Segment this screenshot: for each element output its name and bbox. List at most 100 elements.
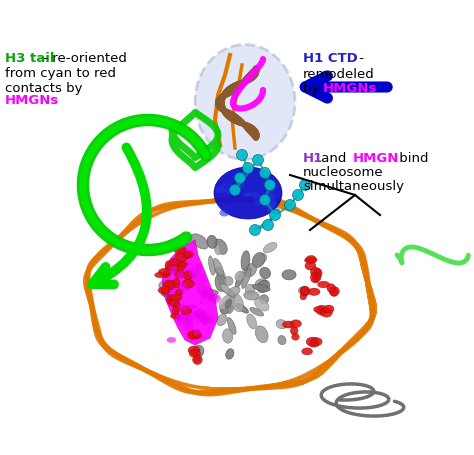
Ellipse shape [243,162,254,173]
Ellipse shape [175,253,188,261]
Ellipse shape [191,234,209,249]
Ellipse shape [173,278,180,288]
Ellipse shape [219,283,236,298]
Ellipse shape [171,313,180,318]
Ellipse shape [309,342,319,347]
Ellipse shape [255,326,268,343]
Ellipse shape [306,256,317,263]
Ellipse shape [221,293,234,311]
Ellipse shape [209,256,215,275]
Ellipse shape [225,188,233,194]
Text: H3 tail: H3 tail [5,52,55,65]
Ellipse shape [214,239,227,254]
Text: simultaneously: simultaneously [303,180,404,193]
Ellipse shape [192,330,201,338]
Ellipse shape [316,305,328,315]
Ellipse shape [308,288,320,295]
Ellipse shape [310,273,317,283]
Ellipse shape [228,318,236,334]
Ellipse shape [161,288,176,297]
Ellipse shape [186,304,197,309]
Ellipse shape [184,313,192,324]
Ellipse shape [264,180,275,191]
Ellipse shape [239,182,245,189]
Ellipse shape [155,272,166,278]
Ellipse shape [219,293,235,310]
Text: H1 CTD: H1 CTD [303,52,358,65]
Ellipse shape [215,267,223,276]
Ellipse shape [283,321,294,328]
Ellipse shape [173,302,181,312]
Ellipse shape [195,45,295,160]
Ellipse shape [222,183,232,187]
Ellipse shape [179,283,188,292]
Ellipse shape [301,287,310,296]
Ellipse shape [200,317,214,324]
Ellipse shape [177,271,184,279]
Ellipse shape [174,270,184,278]
Text: HMGNs: HMGNs [5,94,59,107]
Ellipse shape [184,322,193,331]
Ellipse shape [225,299,231,308]
Text: HMGN: HMGN [353,152,400,165]
Text: and: and [317,152,351,165]
Ellipse shape [253,195,263,199]
Ellipse shape [173,306,179,314]
Ellipse shape [244,263,256,277]
Ellipse shape [215,274,226,292]
Ellipse shape [171,283,191,294]
Ellipse shape [270,209,281,221]
Ellipse shape [278,336,286,344]
Ellipse shape [292,334,299,340]
Ellipse shape [245,192,252,197]
Ellipse shape [158,268,171,275]
Ellipse shape [235,271,244,281]
Ellipse shape [253,253,265,268]
Ellipse shape [259,167,271,178]
Text: HMGNs: HMGNs [323,82,377,95]
Ellipse shape [230,185,237,190]
Ellipse shape [310,268,321,277]
Ellipse shape [165,261,171,271]
Ellipse shape [267,203,275,209]
Ellipse shape [312,273,321,282]
Ellipse shape [221,284,230,293]
Ellipse shape [193,329,201,335]
Ellipse shape [226,349,234,359]
Ellipse shape [269,187,274,192]
Ellipse shape [302,348,312,355]
Ellipse shape [241,251,250,271]
Ellipse shape [209,293,221,303]
Ellipse shape [184,262,192,269]
Ellipse shape [284,199,295,211]
Ellipse shape [244,291,259,300]
Ellipse shape [169,297,180,307]
Ellipse shape [329,287,339,296]
Ellipse shape [207,235,217,248]
Ellipse shape [235,172,246,183]
Ellipse shape [191,314,212,323]
Ellipse shape [208,294,218,301]
Ellipse shape [173,246,186,253]
Ellipse shape [201,317,209,326]
Ellipse shape [180,263,193,282]
Ellipse shape [178,261,185,270]
Ellipse shape [299,287,308,295]
Ellipse shape [176,313,184,322]
Ellipse shape [253,253,266,266]
Ellipse shape [253,284,270,291]
Ellipse shape [276,319,287,329]
Ellipse shape [300,286,310,295]
Ellipse shape [224,277,233,285]
Polygon shape [162,240,218,345]
Ellipse shape [181,306,191,315]
Text: H1: H1 [303,152,323,165]
Ellipse shape [213,258,223,276]
Ellipse shape [330,288,337,297]
Ellipse shape [229,184,240,196]
Ellipse shape [232,175,237,179]
Ellipse shape [305,262,316,270]
Ellipse shape [200,294,214,304]
Ellipse shape [183,253,191,258]
Ellipse shape [194,308,207,319]
